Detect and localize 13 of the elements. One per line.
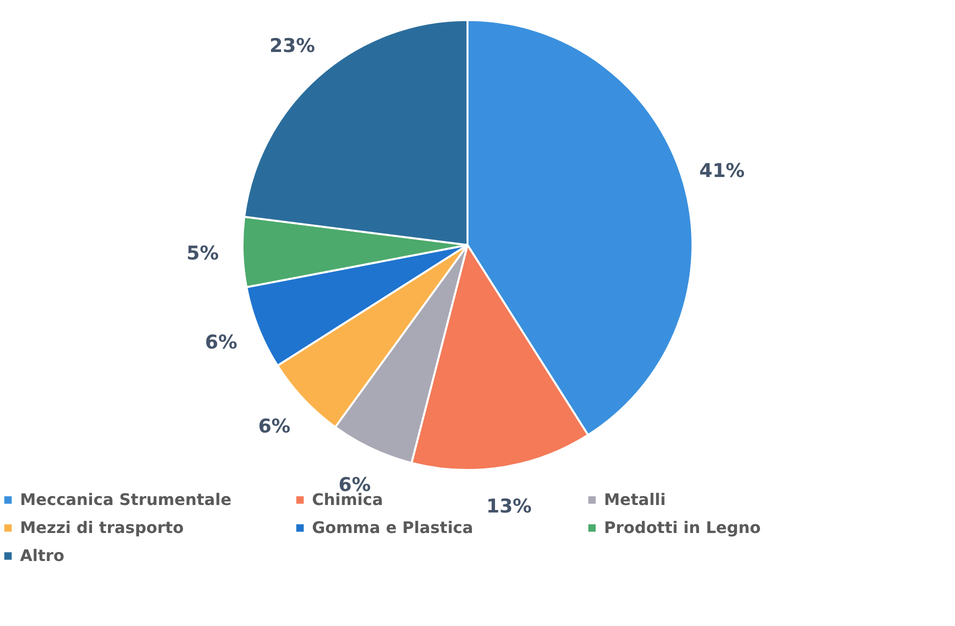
data-label: 5% bbox=[186, 242, 219, 264]
legend-label: Gomma e Plastica bbox=[312, 518, 474, 537]
legend-label: Altro bbox=[20, 546, 64, 565]
legend-label: Prodotti in Legno bbox=[604, 518, 761, 537]
data-label: 41% bbox=[699, 160, 745, 182]
data-label: 6% bbox=[258, 415, 290, 438]
data-label: 6% bbox=[204, 332, 238, 354]
legend-label: Meccanica Strumentale bbox=[20, 490, 232, 509]
legend-label: Chimica bbox=[312, 490, 384, 509]
legend-label: Mezzi di trasporto bbox=[20, 518, 184, 537]
data-label: 13% bbox=[486, 496, 532, 518]
data-label: 23% bbox=[270, 35, 315, 58]
legend-label: Metalli bbox=[604, 490, 666, 509]
